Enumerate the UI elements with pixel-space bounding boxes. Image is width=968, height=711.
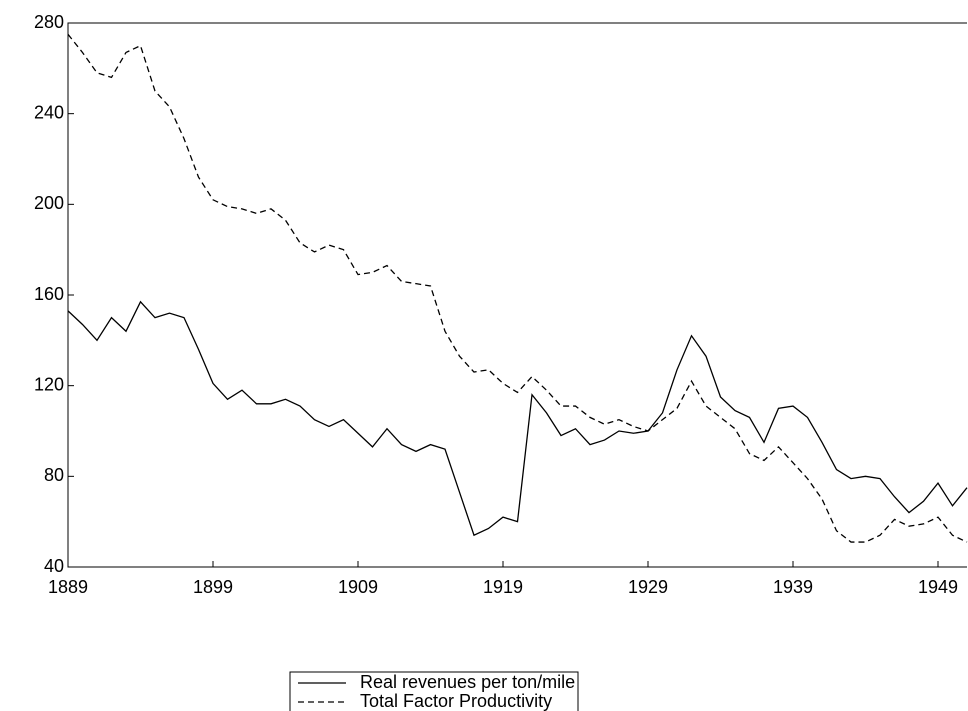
y-tick-label: 40 xyxy=(44,556,64,576)
x-tick-label: 1929 xyxy=(628,577,668,597)
series-line xyxy=(67,300,968,537)
y-tick-label: 160 xyxy=(34,284,64,304)
plot-frame xyxy=(67,22,967,568)
series-line xyxy=(67,33,968,543)
x-tick-label: 1889 xyxy=(48,577,88,597)
y-tick-label: 120 xyxy=(34,374,64,394)
y-tick-label: 200 xyxy=(34,193,64,213)
y-tick-label: 280 xyxy=(34,12,64,32)
x-tick-label: 1949 xyxy=(918,577,958,597)
y-tick-label: 240 xyxy=(34,102,64,122)
y-tick-label: 80 xyxy=(44,465,64,485)
x-tick-label: 1919 xyxy=(483,577,523,597)
x-tick-label: 1939 xyxy=(773,577,813,597)
x-tick-label: 1909 xyxy=(338,577,378,597)
legend-label: Total Factor Productivity xyxy=(360,691,552,711)
x-tick-label: 1899 xyxy=(193,577,233,597)
legend-box xyxy=(289,671,579,711)
legend-label: Real revenues per ton/mile xyxy=(360,672,575,692)
